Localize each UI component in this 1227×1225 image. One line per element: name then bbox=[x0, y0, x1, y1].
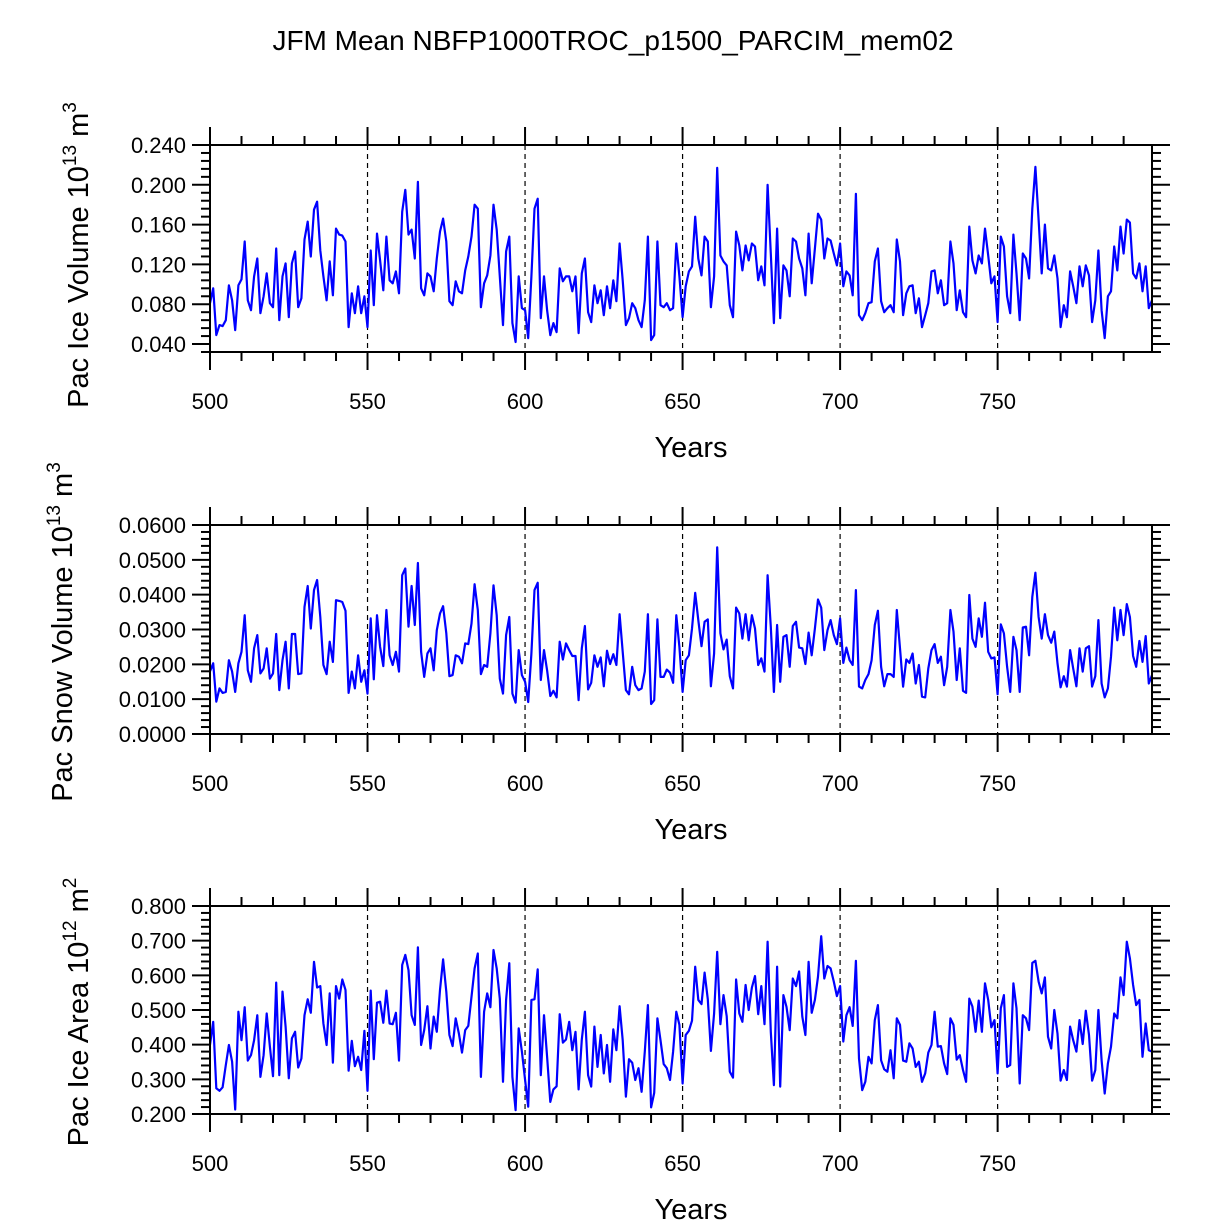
y-axis-title: Pac Ice Area 1012 m2 bbox=[60, 878, 95, 1147]
x-tick-label: 650 bbox=[664, 1151, 701, 1176]
plot-frame bbox=[209, 144, 1153, 353]
y-tick-label: 0.0000 bbox=[119, 722, 186, 747]
panel-2: 500 550 600 650 700 750 0.0000 0.0100 0.0200 0.03… bbox=[44, 462, 1170, 846]
y-axis-title-exponent: 13 bbox=[60, 145, 81, 166]
y-tick-label: 0.160 bbox=[131, 213, 186, 238]
x-axis-title: Years bbox=[654, 814, 727, 846]
y-axis-title-exponent: 12 bbox=[60, 920, 81, 941]
y-tick-label: 0.0300 bbox=[119, 618, 186, 643]
y-axis-title-unit: m bbox=[63, 113, 95, 145]
panel-3: 500 550 600 650 700 750 0.200 0.300 0.400 0.500 0.… bbox=[60, 878, 1170, 1225]
x-tick-label: 700 bbox=[822, 1151, 859, 1176]
y-axis-title-unit: m bbox=[63, 888, 95, 920]
y-axis-title-exponent: 13 bbox=[44, 505, 65, 526]
x-axis-title: Years bbox=[654, 1194, 727, 1225]
plot-frame bbox=[209, 905, 1153, 1115]
y-tick-label: 0.600 bbox=[131, 963, 186, 988]
y-tick-label: 0.0200 bbox=[119, 652, 186, 677]
y-axis-title-unit-exponent: 3 bbox=[44, 462, 65, 473]
y-tick-label: 0.240 bbox=[131, 133, 186, 158]
x-tick-label: 550 bbox=[349, 1151, 386, 1176]
y-tick-label: 0.120 bbox=[131, 252, 186, 277]
series-line bbox=[208, 935, 1153, 1112]
x-tick-label: 650 bbox=[664, 389, 701, 414]
y-tick-label: 0.200 bbox=[131, 173, 186, 198]
y-axis-title-text: Pac Snow Volume 10 bbox=[47, 526, 79, 802]
y-tick-label: 0.040 bbox=[131, 332, 186, 357]
x-tick-label: 550 bbox=[349, 389, 386, 414]
y-axis-title: Pac Ice Volume 1013 m3 bbox=[60, 102, 95, 408]
y-tick-label: 0.200 bbox=[131, 1102, 186, 1127]
panel-1: 500 550 600 650 700 750 0.040 0.080 0.120 0.160 0.… bbox=[60, 102, 1170, 464]
y-axis-title: Pac Snow Volume 1013 m3 bbox=[44, 462, 79, 802]
x-tick-label: 500 bbox=[192, 1151, 229, 1176]
x-tick-label: 750 bbox=[979, 389, 1016, 414]
x-tick-label: 600 bbox=[507, 771, 544, 796]
y-axis-title-text: Pac Ice Volume 10 bbox=[63, 166, 95, 408]
x-tick-label: 600 bbox=[507, 1151, 544, 1176]
x-tick-label: 750 bbox=[979, 1151, 1016, 1176]
y-axis-title-unit-exponent: 3 bbox=[60, 102, 81, 113]
y-tick-label: 0.300 bbox=[131, 1067, 186, 1092]
y-tick-label: 0.080 bbox=[131, 292, 186, 317]
y-tick-label: 0.0500 bbox=[119, 548, 186, 573]
y-tick-label: 0.0400 bbox=[119, 583, 186, 608]
x-tick-label: 750 bbox=[979, 771, 1016, 796]
x-tick-label: 500 bbox=[192, 771, 229, 796]
series-line bbox=[208, 546, 1154, 706]
x-axis-title: Years bbox=[654, 432, 727, 464]
x-tick-label: 650 bbox=[664, 771, 701, 796]
y-tick-label: 0.700 bbox=[131, 929, 186, 954]
y-axis-title-unit: m bbox=[47, 473, 79, 505]
series-line bbox=[208, 165, 1154, 344]
y-tick-label: 0.500 bbox=[131, 998, 186, 1023]
y-tick-label: 0.0100 bbox=[119, 687, 186, 712]
x-tick-label: 550 bbox=[349, 771, 386, 796]
chart-title: JFM Mean NBFP1000TROC_p1500_PARCIM_mem02 bbox=[272, 25, 953, 56]
x-tick-label: 700 bbox=[822, 389, 859, 414]
x-tick-label: 500 bbox=[192, 389, 229, 414]
plot-frame bbox=[209, 524, 1153, 735]
y-tick-label: 0.800 bbox=[131, 894, 186, 919]
x-tick-label: 700 bbox=[822, 771, 859, 796]
y-tick-label: 0.400 bbox=[131, 1033, 186, 1058]
x-tick-label: 600 bbox=[507, 389, 544, 414]
y-axis-title-unit-exponent: 2 bbox=[60, 878, 81, 889]
y-tick-label: 0.0600 bbox=[119, 513, 186, 538]
y-axis-title-text: Pac Ice Area 10 bbox=[63, 942, 95, 1147]
